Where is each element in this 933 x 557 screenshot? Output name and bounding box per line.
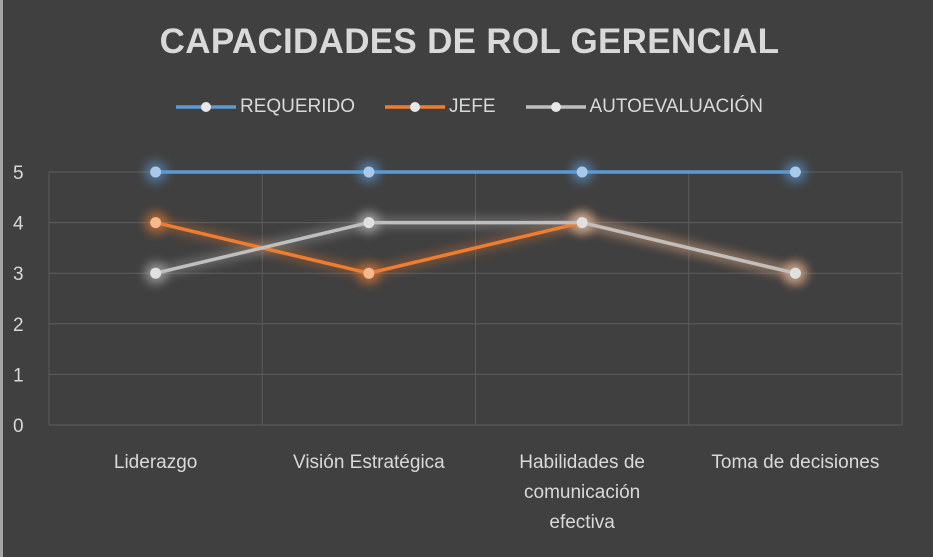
data-point <box>576 217 588 229</box>
y-tick-label: 1 <box>13 365 24 386</box>
series-line-autoevaluación <box>155 220 796 275</box>
legend-label: JEFE <box>449 96 496 117</box>
x-tick-label: Toma de decisiones <box>711 452 879 473</box>
x-tick-label: efectiva <box>549 512 615 533</box>
legend-label: AUTOEVALUACIÓN <box>589 96 764 117</box>
y-tick-label: 4 <box>13 214 24 235</box>
legend-item: AUTOEVALUACIÓN <box>525 96 764 118</box>
x-tick-label: Habilidades de <box>519 452 645 473</box>
data-point <box>576 166 588 178</box>
legend-item: REQUERIDO <box>175 96 356 118</box>
legend-line-marker-icon <box>385 102 446 112</box>
x-tick-label: comunicación <box>524 482 640 503</box>
legend-line-marker-icon <box>175 102 236 112</box>
y-tick-label: 3 <box>13 264 24 285</box>
data-point <box>789 166 801 178</box>
y-tick-label: 0 <box>13 416 24 437</box>
legend-item: JEFE <box>385 96 496 118</box>
plot-area: 0 1 2 3 4 5 Liderazgo Visión Estratégica Habilid… <box>13 161 903 533</box>
x-tick-label: Liderazgo <box>114 452 197 473</box>
y-tick-label: 5 <box>13 163 24 184</box>
data-point <box>363 217 375 229</box>
data-point <box>789 267 801 279</box>
data-point <box>363 166 375 178</box>
data-point <box>150 217 162 229</box>
y-tick-label: 2 <box>13 315 24 336</box>
data-point <box>363 267 375 279</box>
legend-line-marker-icon <box>525 102 586 112</box>
chart-title: CAPACIDADES DE ROL GERENCIAL <box>159 22 780 61</box>
legend: REQUERIDO JEFE AUTOEVALUACIÓN <box>3 96 933 118</box>
data-point <box>150 267 162 279</box>
x-tick-label: Visión Estratégica <box>293 452 445 473</box>
data-point <box>150 166 162 178</box>
legend-label: REQUERIDO <box>239 96 356 117</box>
